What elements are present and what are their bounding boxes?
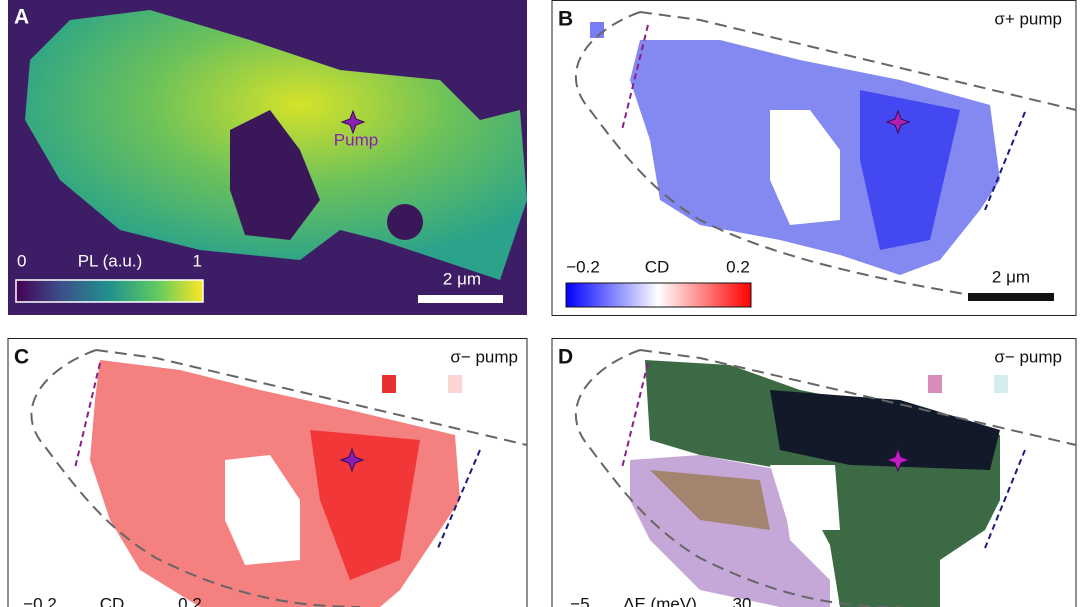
panel-label: A bbox=[14, 6, 29, 29]
cd-pixel bbox=[448, 375, 462, 393]
scale-bar-label: 2 μm bbox=[992, 267, 1030, 286]
panel-label: D bbox=[558, 346, 573, 369]
scale-bar bbox=[418, 295, 503, 303]
colorbar-title: ΔE (meV) bbox=[623, 594, 697, 607]
colorbar-min: −0.2 bbox=[566, 257, 600, 276]
panel-title: σ+ pump bbox=[994, 9, 1062, 28]
colorbar bbox=[565, 282, 752, 308]
pl-hole bbox=[387, 204, 423, 240]
colorbar-max: 0.2 bbox=[178, 594, 202, 607]
edge-line bbox=[984, 449, 1026, 549]
scale-bar bbox=[968, 293, 1054, 301]
cd-hole bbox=[770, 110, 840, 225]
shift-pixel bbox=[928, 375, 942, 393]
cd-hole bbox=[225, 455, 300, 565]
panel-d: D σ− pump −5 ΔE (meV) 30 bbox=[551, 338, 1077, 607]
colorbar bbox=[15, 279, 204, 303]
shift-hole bbox=[770, 465, 840, 530]
panel-c: C σ− pump −0.2 CD 0.2 bbox=[7, 338, 528, 607]
edge-line bbox=[437, 449, 481, 549]
colorbar-max: 0.2 bbox=[726, 257, 750, 276]
colorbar-min: −5 bbox=[570, 594, 589, 607]
scale-bar-label: 2 μm bbox=[443, 269, 481, 288]
colorbar-title: CD bbox=[645, 257, 670, 276]
colorbar-title: CD bbox=[100, 594, 125, 607]
cd-map-strong bbox=[310, 430, 420, 580]
colorbar-min: 0 bbox=[17, 251, 26, 270]
edge-line bbox=[621, 362, 649, 469]
colorbar-max: 30 bbox=[733, 594, 752, 607]
colorbar-title: PL (a.u.) bbox=[78, 251, 143, 270]
shift-map-dark bbox=[770, 390, 1000, 470]
shift-pixel bbox=[994, 375, 1008, 393]
cd-map-strong bbox=[860, 90, 960, 250]
outline bbox=[574, 349, 1077, 607]
edge-line bbox=[984, 111, 1026, 211]
pump-label: Pump bbox=[334, 130, 378, 149]
edge-line bbox=[621, 24, 649, 131]
panel-label: C bbox=[14, 346, 29, 369]
colorbar-min: −0.2 bbox=[23, 594, 57, 607]
cd-pixel bbox=[382, 375, 396, 393]
panel-title: σ− pump bbox=[994, 347, 1062, 366]
panel-label: B bbox=[558, 8, 573, 31]
panel-a: A 0 PL (a.u.) 1 2 μm Pump bbox=[8, 0, 527, 315]
pl-hole bbox=[230, 110, 320, 240]
colorbar-max: 1 bbox=[193, 251, 202, 270]
edge-line bbox=[74, 362, 101, 469]
outline bbox=[574, 11, 1077, 301]
panel-title: σ− pump bbox=[450, 347, 518, 366]
panel-b: B σ+ pump −0.2 CD 0.2 2 μm bbox=[551, 0, 1077, 316]
outline bbox=[30, 349, 528, 607]
shift-map-brown bbox=[650, 470, 770, 530]
